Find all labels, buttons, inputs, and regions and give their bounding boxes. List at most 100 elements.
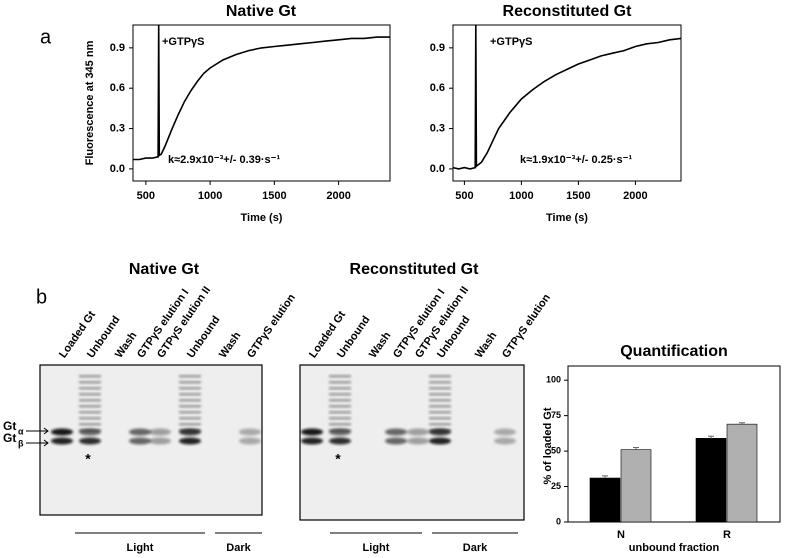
x-axis-label: unbound fraction	[629, 542, 720, 554]
gel-band	[79, 405, 101, 408]
gel-band	[429, 375, 451, 378]
bar	[726, 423, 758, 523]
group-label: Dark	[463, 542, 488, 554]
gel-band	[179, 405, 201, 408]
annotation: +GTPγS	[490, 36, 533, 48]
group-label: Dark	[226, 542, 251, 554]
marker-arrow	[26, 439, 49, 447]
bar	[620, 449, 652, 523]
group-label: Light	[127, 542, 154, 554]
gel-band	[79, 423, 101, 426]
gel-band	[385, 428, 407, 436]
marker-subscript: α	[18, 426, 24, 436]
lane-label: GTPγS elution	[500, 292, 553, 361]
marker-label: Gt	[3, 419, 16, 433]
gel-band	[149, 437, 171, 445]
data-line	[133, 24, 390, 161]
gel-band	[329, 381, 351, 384]
panel-label: b	[36, 286, 47, 308]
gel-band	[179, 417, 201, 420]
y-tick-label: 100	[546, 375, 561, 385]
error-bar	[633, 447, 639, 450]
y-axis-label: Fluorescence at 345 nm	[84, 40, 96, 165]
gel-band	[329, 375, 351, 378]
gel-band	[329, 417, 351, 420]
data-line	[452, 24, 682, 170]
gel-band	[179, 411, 201, 414]
gel-band	[329, 411, 351, 414]
y-tick-label: 0.9	[110, 42, 125, 54]
y-tick-label: 0.6	[110, 82, 125, 94]
gel-band	[129, 437, 151, 445]
gel-band	[239, 437, 261, 445]
group-label: Light	[363, 542, 390, 554]
gel-band	[79, 437, 101, 445]
gel-band	[179, 399, 201, 402]
x-axis-label: Time (s)	[546, 212, 588, 224]
gel-band	[79, 411, 101, 414]
gel-band	[301, 437, 323, 445]
gel-band	[385, 437, 407, 445]
gel-band	[79, 375, 101, 378]
gel-band	[79, 387, 101, 390]
gel-band	[429, 417, 451, 420]
gel-band	[429, 405, 451, 408]
x-tick-label: 1500	[262, 190, 286, 202]
x-tick-label: R	[723, 529, 731, 541]
x-tick-label: 500	[455, 190, 473, 202]
y-tick-label: 75	[551, 410, 561, 420]
x-axis-label: Time (s)	[241, 212, 283, 224]
plot-frame	[567, 365, 781, 523]
gel-band	[179, 437, 201, 445]
gel-band	[494, 437, 516, 445]
y-tick-label: 0.6	[430, 82, 445, 94]
gel-band	[329, 423, 351, 426]
y-tick-label: 0.0	[110, 163, 125, 175]
gel-band	[329, 387, 351, 390]
annotation: +GTPγS	[162, 36, 205, 48]
gel-band	[179, 387, 201, 390]
lane-label: Wash	[367, 330, 394, 361]
lane-label: Wash	[217, 330, 244, 361]
asterisk: *	[335, 451, 341, 467]
plot-frame	[132, 24, 391, 182]
plot-frame	[452, 24, 682, 182]
rate-label: k≈1.9x10⁻³+/- 0.25·s⁻¹	[520, 154, 632, 166]
rate-label: k≈2.9x10⁻³+/- 0.39·s⁻¹	[168, 154, 280, 166]
lane-label: GTPγS elution	[245, 292, 298, 361]
gel-band	[429, 423, 451, 426]
gel-band	[179, 375, 201, 378]
gel-band	[329, 428, 351, 436]
gel-band	[239, 428, 261, 436]
chart-title: Quantification	[620, 343, 728, 360]
error-bar	[602, 475, 608, 479]
y-tick-label: 50	[551, 445, 561, 455]
gel-band	[129, 428, 151, 436]
gel-band	[79, 428, 101, 436]
gel-band	[429, 411, 451, 414]
x-tick-label: 1000	[509, 190, 533, 202]
marker-subscript: β	[18, 438, 24, 448]
error-bar	[739, 422, 745, 425]
marker-arrow	[26, 427, 49, 435]
gel-band	[51, 428, 73, 436]
gel-band	[51, 437, 73, 445]
bar	[695, 438, 727, 523]
y-tick-label: 25	[551, 481, 561, 491]
x-tick-label: 500	[137, 190, 155, 202]
gel-band	[429, 393, 451, 396]
gel-band	[79, 417, 101, 420]
gel-title: Reconstituted Gt	[350, 261, 480, 278]
gel-band	[494, 428, 516, 436]
panel-label: a	[40, 26, 52, 48]
gel-band	[429, 399, 451, 402]
gel-band	[329, 437, 351, 445]
gel-band	[179, 423, 201, 426]
gel-band	[149, 428, 171, 436]
marker-label: Gt	[3, 431, 16, 445]
gel-band	[79, 381, 101, 384]
gel-band	[407, 428, 429, 436]
x-tick-label: 2000	[623, 190, 647, 202]
gel-band	[429, 428, 451, 436]
gel-band	[329, 393, 351, 396]
